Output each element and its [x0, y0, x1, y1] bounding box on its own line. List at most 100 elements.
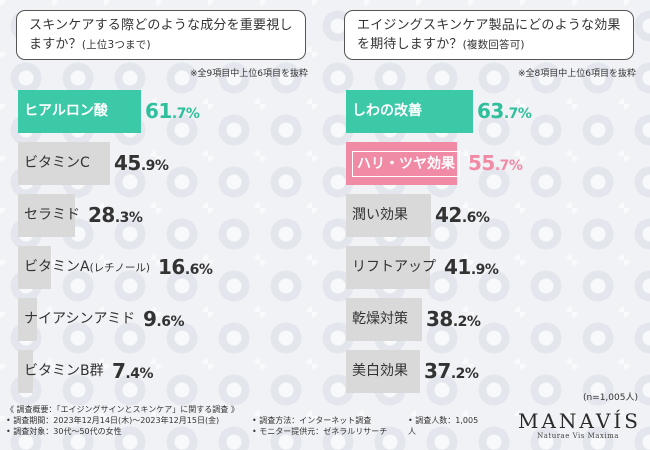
left-chart-bars: ヒアルロン酸 61.7% ビタミンC 45.9% セラミド 28.3% ビタミンA(レチノー… — [8, 10, 314, 393]
left-bar-row: ビタミンB群 7.4% — [18, 350, 314, 393]
right-bar-label: 美白効果 — [352, 350, 408, 393]
right-chart-note: ※全8項目中上位6項目を抜粋 — [518, 69, 636, 79]
right-bar — [346, 194, 431, 237]
left-bar-value: 28.3% — [88, 194, 143, 237]
left-bar-row: ビタミンC 45.9% — [18, 142, 314, 185]
footer-count: • 調査人数：1,005人 — [408, 416, 479, 436]
left-bar-value-dec: .9% — [140, 158, 169, 174]
right-bar-label-text: 潤い効果 — [352, 207, 408, 223]
left-bar-value-int: 28 — [88, 203, 115, 227]
right-chart-title: エイジングスキンケア製品にどのような効果を期待しますか？ — [357, 18, 621, 52]
footer-provider: • モニター提供元：ゼネラルリサーチ — [252, 427, 388, 436]
right-chart-title-box: エイジングスキンケア製品にどのような効果を期待しますか？(複数回答可) — [344, 10, 634, 60]
left-bar-label-text: ビタミンC — [24, 155, 90, 171]
brand-logo-tagline: Naturae Vis Maxima — [537, 432, 619, 440]
right-bar-value-int: 37 — [424, 359, 451, 383]
right-bar-value-int: 55 — [468, 151, 495, 175]
left-bar — [18, 246, 51, 289]
right-bar-row: 潤い効果 42.6% — [346, 194, 642, 237]
right-bar — [346, 350, 420, 393]
left-bar-label-text: ヒアルロン酸 — [24, 103, 108, 119]
right-chart-bars: しわの改善 63.7% ハリ・ツヤ効果 55.7% 潤い効果 42.6% リフトアップ 41.… — [336, 10, 642, 393]
sample-size: (n=1,005人) — [582, 393, 638, 403]
right-bar-label-text: 乾燥対策 — [352, 311, 408, 327]
left-chart-title-sub: (上位3つまで) — [81, 39, 151, 51]
left-chart-title: スキンケアする際どのような成分を重要視しますか？ — [29, 18, 293, 52]
right-bar-value-dec: .9% — [470, 262, 499, 278]
footer-col-3: • 調査人数：1,005人 — [408, 415, 486, 437]
left-bar-value-dec: .3% — [114, 210, 143, 226]
right-bar-value-int: 41 — [444, 255, 471, 279]
right-bar — [346, 298, 422, 341]
right-bar-value-dec: .2% — [452, 314, 481, 330]
left-bar-label: ビタミンB群 — [24, 350, 104, 393]
left-bar-label: ナイアシンアミド — [24, 298, 135, 341]
right-bar-value-dec: .6% — [461, 210, 490, 226]
right-bar-value: 37.2% — [424, 350, 479, 393]
left-bar-label-text: セラミド — [24, 207, 80, 223]
right-bar-value-dec: .2% — [450, 366, 479, 382]
footer-method: • 調査方法：インターネット調査 — [252, 416, 372, 425]
right-bar-row: 美白効果 37.2% — [346, 350, 642, 393]
right-bar — [346, 90, 473, 133]
left-bar-row: ビタミンA(レチノール) 16.6% — [18, 246, 314, 289]
left-bar-value-dec: .7% — [171, 106, 200, 122]
left-bar-label: セラミド — [24, 194, 80, 237]
right-bar-label-text: リフトアップ — [352, 259, 436, 275]
right-bar-label: しわの改善 — [352, 90, 422, 133]
right-bar-label: リフトアップ — [352, 246, 436, 289]
footer-target: • 調査対象：30代〜50代の女性 — [6, 427, 122, 436]
left-bar-row: セラミド 28.3% — [18, 194, 314, 237]
right-bar-value-int: 42 — [435, 203, 462, 227]
left-bar-value-int: 16 — [158, 255, 185, 279]
right-bar-label-text: 美白効果 — [352, 363, 408, 379]
right-bar — [346, 142, 457, 185]
right-bar-row: ハリ・ツヤ効果 55.7% — [346, 142, 642, 185]
left-bar-label: ヒアルロン酸 — [24, 90, 108, 133]
left-bar — [18, 90, 141, 133]
right-bar-row: しわの改善 63.7% — [346, 90, 642, 133]
right-bar-value-int: 63 — [477, 99, 504, 123]
left-bar — [18, 350, 33, 393]
footer-col-1: • 調査期間：2023年12月14日(木)〜2023年12月15日(金) • 調… — [6, 415, 219, 437]
left-bar-row: ヒアルロン酸 61.7% — [18, 90, 314, 133]
left-bar-value-dec: .6% — [184, 262, 213, 278]
left-bar-value: 9.6% — [143, 298, 185, 341]
left-chart-note: ※全9項目中上位6項目を抜粋 — [190, 69, 308, 79]
left-bar-value-int: 45 — [114, 151, 141, 175]
footer-period: • 調査期間：2023年12月14日(木)〜2023年12月15日(金) — [6, 416, 220, 425]
left-bar — [18, 298, 37, 341]
right-bar-row: リフトアップ 41.9% — [346, 246, 642, 289]
right-bar-label-text: しわの改善 — [352, 103, 422, 119]
survey-footer: 《 調査概要：「エイジングサインとスキンケア」に関する調査 》 • 調査期間：2… — [6, 404, 486, 436]
right-bar-label: 潤い効果 — [352, 194, 408, 237]
left-bar-value: 61.7% — [145, 90, 200, 133]
footer-overview: 《 調査概要：「エイジングサインとスキンケア」に関する調査 》 — [6, 405, 239, 414]
right-bar-label-text: ハリ・ツヤ効果 — [357, 156, 455, 172]
left-bar-row: ナイアシンアミド 9.6% — [18, 298, 314, 341]
left-bar — [18, 194, 75, 237]
brand-logo: MANAVÍS Naturae Vis Maxima — [518, 410, 638, 440]
left-bar-value-int: 9 — [143, 307, 157, 331]
right-bar-value: 63.7% — [477, 90, 532, 133]
brand-logo-name: MANAVÍS — [518, 409, 641, 433]
left-bar-label-text: ビタミンA — [24, 259, 90, 275]
right-bar-value-dec: .7% — [494, 158, 523, 174]
right-bar-value: 41.9% — [444, 246, 499, 289]
left-bar — [18, 142, 110, 185]
right-bar-value-dec: .7% — [503, 106, 532, 122]
left-bar-value-int: 61 — [145, 99, 172, 123]
right-bar-label: ハリ・ツヤ効果 — [352, 151, 460, 177]
left-bar-label-text: ビタミンB群 — [24, 363, 104, 379]
left-bar-label-suffix: (レチノール) — [89, 262, 150, 274]
left-chart-title-box: スキンケアする際どのような成分を重要視しますか？(上位3つまで) — [16, 10, 306, 60]
right-bar-row: 乾燥対策 38.2% — [346, 298, 642, 341]
left-bar-label: ビタミンC — [24, 142, 90, 185]
left-bar-value: 16.6% — [158, 246, 213, 289]
left-bar-value-dec: .4% — [125, 366, 154, 382]
left-bar-value: 7.4% — [112, 350, 154, 393]
right-bar-label: 乾燥対策 — [352, 298, 408, 341]
footer-col-2: • 調査方法：インターネット調査 • モニター提供元：ゼネラルリサーチ — [252, 415, 387, 437]
right-bar-value: 55.7% — [468, 142, 523, 185]
left-bar-label: ビタミンA(レチノール) — [24, 246, 150, 289]
